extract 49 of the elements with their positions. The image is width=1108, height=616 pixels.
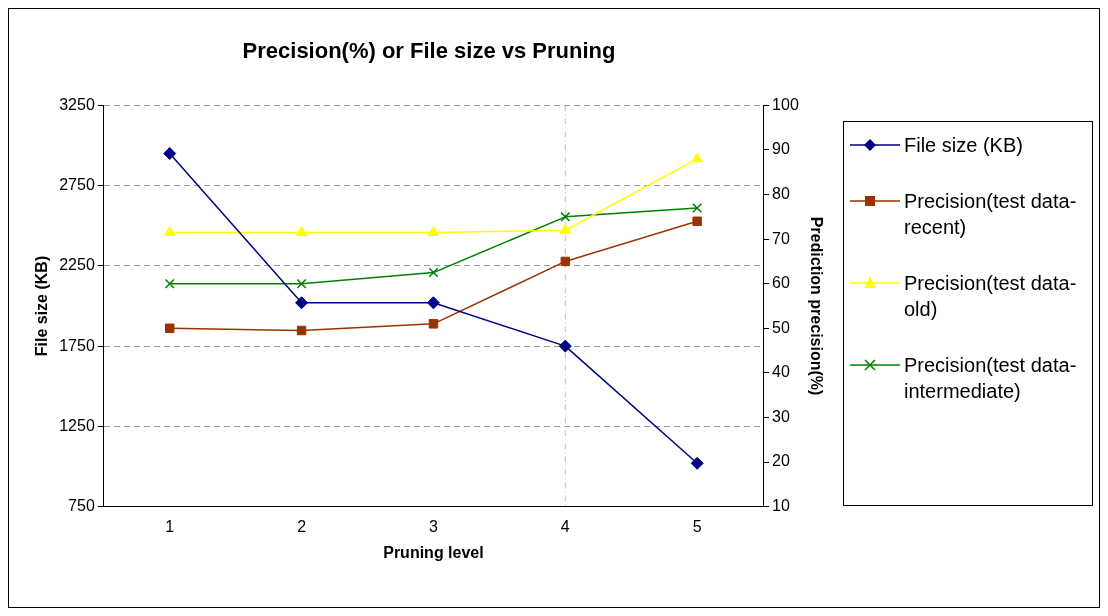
point [295,225,308,236]
x-tick-label: 1 [165,517,175,535]
y-tick-label: 2250 [59,256,95,274]
y2-axis-title: Prediction precision(%) [807,216,825,396]
x-tick-label: 2 [297,517,307,535]
legend-label: Precision(test data-old) [904,271,1078,322]
point [296,278,307,289]
y2-tick-label: 80 [772,184,790,202]
point [164,225,176,236]
x-axis-title: Pruning level [383,543,484,561]
y-tick-label: 1250 [59,416,95,434]
point [428,319,439,329]
y-tick-label: 750 [68,497,95,515]
y2-tick-label: 60 [772,274,790,292]
point [164,278,175,289]
y-tick-label: 3250 [59,95,95,113]
point [295,296,309,310]
point [560,256,571,267]
point [692,202,703,213]
point [163,147,177,161]
y2-tick-label: 20 [772,452,790,470]
point [428,267,439,278]
point [164,323,175,334]
point [560,211,571,222]
y2-tick-label: 50 [772,318,790,336]
point [559,223,572,234]
point [692,216,702,227]
y-axis-title: File size (KB) [33,255,51,357]
y2-tick-label: 40 [772,363,790,381]
legend-label: Precision(test data-intermediate) [904,353,1078,404]
point [426,296,440,310]
y2-tick-label: 70 [772,229,790,247]
x-tick-label: 4 [560,517,570,535]
point [691,152,703,163]
y2-tick-label: 30 [772,407,790,425]
legend-label: File size (KB) [904,133,1023,158]
y-tick-label: 1750 [59,336,95,354]
x-tick-label: 5 [692,517,702,535]
point [690,456,704,470]
point [427,225,440,236]
point [296,325,307,336]
y-tick-label: 2750 [59,176,95,194]
y2-tick-label: 100 [772,95,799,113]
point [558,339,572,353]
legend-label: Precision(test data-recent) [904,189,1078,240]
y2-tick-label: 90 [772,140,790,158]
chart-title: Precision(%) or File size vs Pruning [242,38,616,64]
y2-tick-label: 10 [772,497,790,515]
x-tick-label: 3 [429,517,438,535]
